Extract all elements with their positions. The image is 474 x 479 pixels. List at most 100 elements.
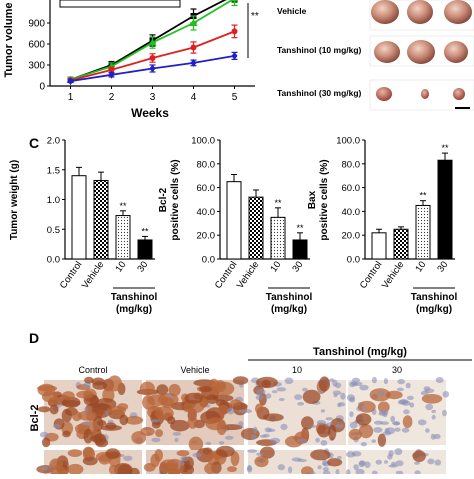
cell [362, 406, 367, 411]
cell [412, 450, 426, 463]
cell [383, 378, 388, 385]
y-tick-label: 0.0 [202, 255, 215, 266]
cell [393, 421, 401, 426]
cell [62, 430, 71, 438]
cell [394, 427, 401, 432]
y-tick-label: 40.0 [197, 207, 216, 218]
bar [393, 228, 409, 260]
cell [105, 422, 117, 430]
cell [119, 414, 129, 426]
cell [431, 414, 436, 420]
cell [359, 384, 369, 391]
cell [388, 450, 394, 457]
cell [254, 456, 269, 468]
cell [348, 428, 362, 441]
cell [317, 465, 322, 470]
cell [310, 449, 331, 461]
cell [180, 456, 190, 462]
cell [427, 458, 435, 465]
cell [278, 397, 285, 402]
bar [437, 159, 453, 260]
cell [276, 387, 287, 392]
cell [84, 376, 94, 384]
cell [425, 428, 430, 433]
y-tick-label: 20.0 [342, 231, 361, 242]
data-point [190, 58, 197, 67]
tumor-image [374, 41, 400, 63]
cell [260, 446, 275, 459]
column-label: 10 [292, 365, 302, 375]
cell [41, 437, 51, 448]
tumor-image [407, 0, 433, 24]
panel-label-c: C [29, 135, 39, 151]
bcl2-chart: 0.0 20.0 40.0 60.0 80.0 100.0 Bcl-2 positive ce… [158, 136, 312, 316]
cell [383, 460, 389, 464]
cell [328, 424, 337, 441]
cell [83, 428, 93, 444]
cell [151, 419, 159, 423]
x-tick-label: 2 [109, 92, 115, 103]
cell [325, 417, 334, 421]
legend-box [59, 0, 181, 8]
cell [37, 406, 51, 413]
cell [108, 464, 118, 475]
cell [154, 406, 174, 420]
y-tick-label: 1.0 [47, 195, 60, 206]
cell [123, 455, 133, 461]
cell [225, 435, 234, 440]
data-point [108, 70, 115, 79]
cell [251, 434, 257, 440]
bar [226, 181, 242, 260]
cell [320, 440, 328, 446]
data-point [149, 64, 156, 73]
cell [421, 394, 443, 404]
cell [371, 376, 377, 384]
cell [247, 464, 252, 471]
y-tick-label: 60.0 [342, 183, 361, 194]
significance-label: ** [441, 143, 449, 153]
y-axis-label: Bcl-2 [158, 187, 169, 212]
tumor-image [407, 40, 435, 64]
cell [340, 392, 346, 400]
cell [192, 452, 202, 458]
cell [442, 391, 450, 398]
cell [178, 461, 185, 466]
bar [93, 179, 109, 260]
cell [255, 403, 264, 414]
cell [205, 417, 226, 431]
bar [115, 215, 131, 260]
group-unit: (mg/kg) [116, 304, 152, 315]
data-point [108, 66, 115, 73]
y-tick-label: 2.0 [47, 136, 60, 147]
tumor-volume-chart: Tumor volume Weeks 1 2 3 4 5 0 300 600 900 ** [3, 0, 259, 120]
cell [227, 466, 237, 473]
cell [271, 390, 278, 394]
cell [107, 375, 122, 392]
bar [371, 232, 387, 260]
cell [67, 449, 83, 457]
cell [364, 461, 371, 469]
tumor-image [371, 0, 399, 24]
significance-label: ** [419, 191, 427, 201]
tumor-image [453, 88, 465, 100]
cell [39, 431, 49, 438]
cell [212, 394, 234, 402]
cell [310, 424, 317, 428]
cell [349, 411, 354, 418]
x-tick-label: Vehicle [380, 259, 407, 290]
cell [409, 402, 415, 408]
cell [256, 452, 264, 456]
y-axis-label: positive cells (%) [319, 159, 330, 240]
cell [315, 437, 320, 443]
cell [355, 413, 372, 426]
cell [406, 395, 414, 400]
cell [188, 436, 204, 452]
data-point [189, 19, 198, 26]
column-label: Vehicle [180, 365, 209, 375]
x-tick-label: 4 [191, 92, 197, 103]
group-label: Tanshinol [266, 292, 313, 303]
cell [322, 467, 329, 472]
x-tick-label: 30 [290, 259, 305, 274]
cell [255, 394, 264, 401]
